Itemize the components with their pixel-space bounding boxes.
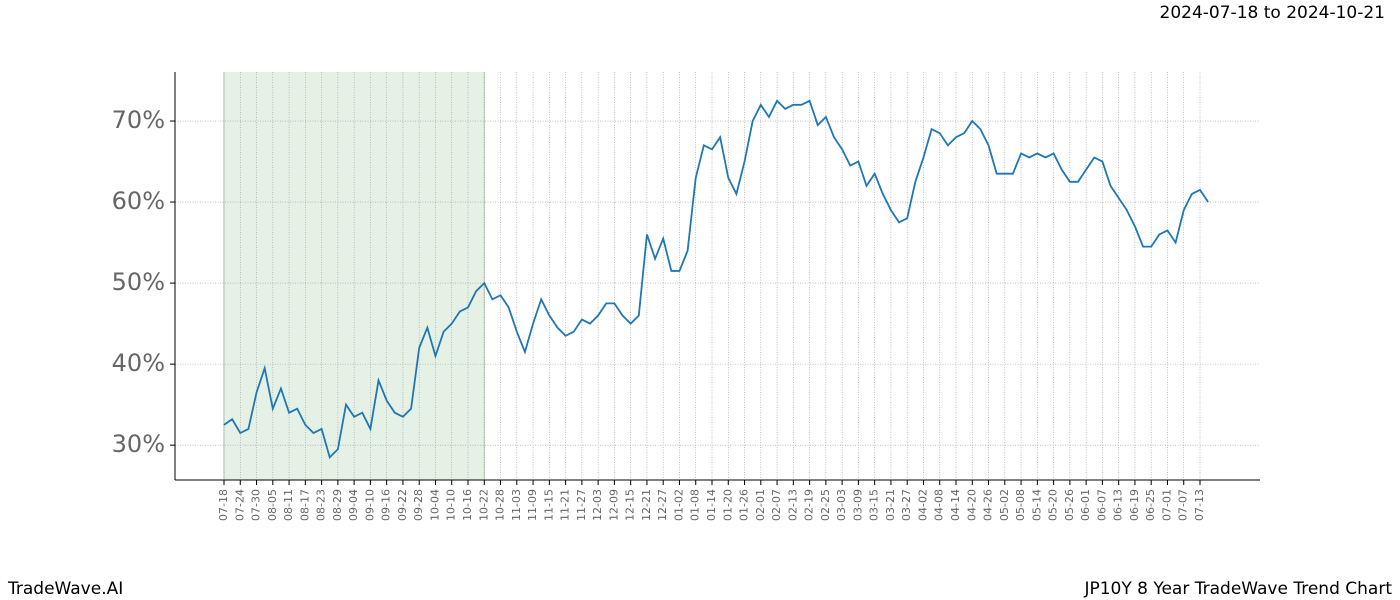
x-tick-label: 02-07	[770, 489, 783, 521]
x-tick-label: 04-08	[933, 489, 946, 521]
x-tick-label: 10-10	[445, 489, 458, 521]
x-tick-label: 07-01	[1160, 489, 1173, 521]
x-tick-label: 12-21	[640, 489, 653, 521]
x-tick-label: 09-22	[396, 489, 409, 521]
x-tick-label: 09-16	[380, 489, 393, 521]
x-tick-label: 01-20	[721, 489, 734, 521]
x-tick-label: 03-27	[900, 489, 913, 521]
x-tick-label: 03-09	[851, 489, 864, 521]
x-tick-label: 02-25	[819, 489, 832, 521]
x-tick-label: 11-15	[542, 489, 555, 521]
x-tick-label: 04-26	[982, 489, 995, 521]
highlight-band	[224, 72, 485, 480]
x-tick-label: 07-24	[233, 489, 246, 521]
y-tick-label: 50%	[112, 268, 165, 296]
x-tick-label: 12-03	[591, 489, 604, 521]
x-tick-label: 06-13	[1112, 489, 1125, 521]
y-tick-label: 60%	[112, 187, 165, 215]
x-tick-label: 07-18	[217, 489, 230, 521]
chart-title: JP10Y 8 Year TradeWave Trend Chart	[1083, 579, 1392, 599]
x-tick-label: 06-01	[1079, 489, 1092, 521]
x-tick-label: 05-20	[1047, 489, 1060, 521]
y-tick-label: 40%	[112, 349, 165, 377]
x-tick-label: 01-02	[672, 489, 685, 521]
x-tick-label: 01-08	[689, 489, 702, 521]
x-tick-label: 12-15	[624, 489, 637, 521]
x-tick-label: 11-27	[575, 489, 588, 521]
x-tick-label: 05-14	[1030, 489, 1043, 521]
x-tick-label: 02-13	[786, 489, 799, 521]
x-tick-label: 08-11	[282, 489, 295, 521]
x-tick-label: 05-02	[998, 489, 1011, 521]
x-tick-label: 03-15	[868, 489, 881, 521]
x-tick-label: 02-01	[754, 489, 767, 521]
x-tick-label: 08-23	[315, 489, 328, 521]
x-tick-label: 05-26	[1063, 489, 1076, 521]
data-line	[223, 99, 1209, 460]
x-tick-label: 09-04	[347, 489, 360, 521]
x-tick-label: 09-10	[363, 489, 376, 521]
x-tick-label: 11-21	[559, 489, 572, 521]
x-tick-label: 06-25	[1144, 489, 1157, 521]
plot-layer: 30% 40% 50% 60% 70% 07-18 07-24 07-30 08-05 08-11…	[112, 72, 1260, 521]
x-tick-label: 01-14	[705, 489, 718, 521]
x-tick-label: 08-05	[266, 489, 279, 521]
x-tick-label: 09-28	[412, 489, 425, 521]
x-tick-label: 06-19	[1128, 489, 1141, 521]
x-tick-label: 04-14	[949, 489, 962, 521]
x-tick-label: 11-03	[510, 489, 523, 521]
x-tick-label: 12-09	[607, 489, 620, 521]
x-tick-label: 12-27	[656, 489, 669, 521]
x-tick-label: 04-02	[916, 489, 929, 521]
date-range: 2024-07-18 to 2024-10-21	[1160, 3, 1385, 23]
x-tick-label: 08-17	[298, 489, 311, 521]
y-tick-label: 30%	[112, 430, 165, 458]
x-tick-label: 10-22	[477, 489, 490, 521]
x-tick-label: 01-26	[738, 489, 751, 521]
x-tick-label: 06-07	[1095, 489, 1108, 521]
y-tick-label: 70%	[112, 106, 165, 134]
x-tick-label: 11-09	[526, 489, 539, 521]
x-tick-label: 03-21	[884, 489, 897, 521]
x-tick-label: 07-07	[1177, 489, 1190, 521]
x-tick-label: 07-30	[250, 489, 263, 521]
x-tick-label: 03-03	[835, 489, 848, 521]
x-tick-label: 04-20	[965, 489, 978, 521]
x-tick-label: 10-28	[494, 489, 507, 521]
watermark: TradeWave.AI	[7, 579, 123, 599]
x-tick-label: 07-13	[1193, 489, 1206, 521]
x-tick-label: 08-29	[331, 489, 344, 521]
x-tick-label: 02-19	[803, 489, 816, 521]
x-tick-label: 10-04	[428, 489, 441, 521]
x-tick-label: 10-16	[461, 489, 474, 521]
x-tick-label: 05-08	[1014, 489, 1027, 521]
